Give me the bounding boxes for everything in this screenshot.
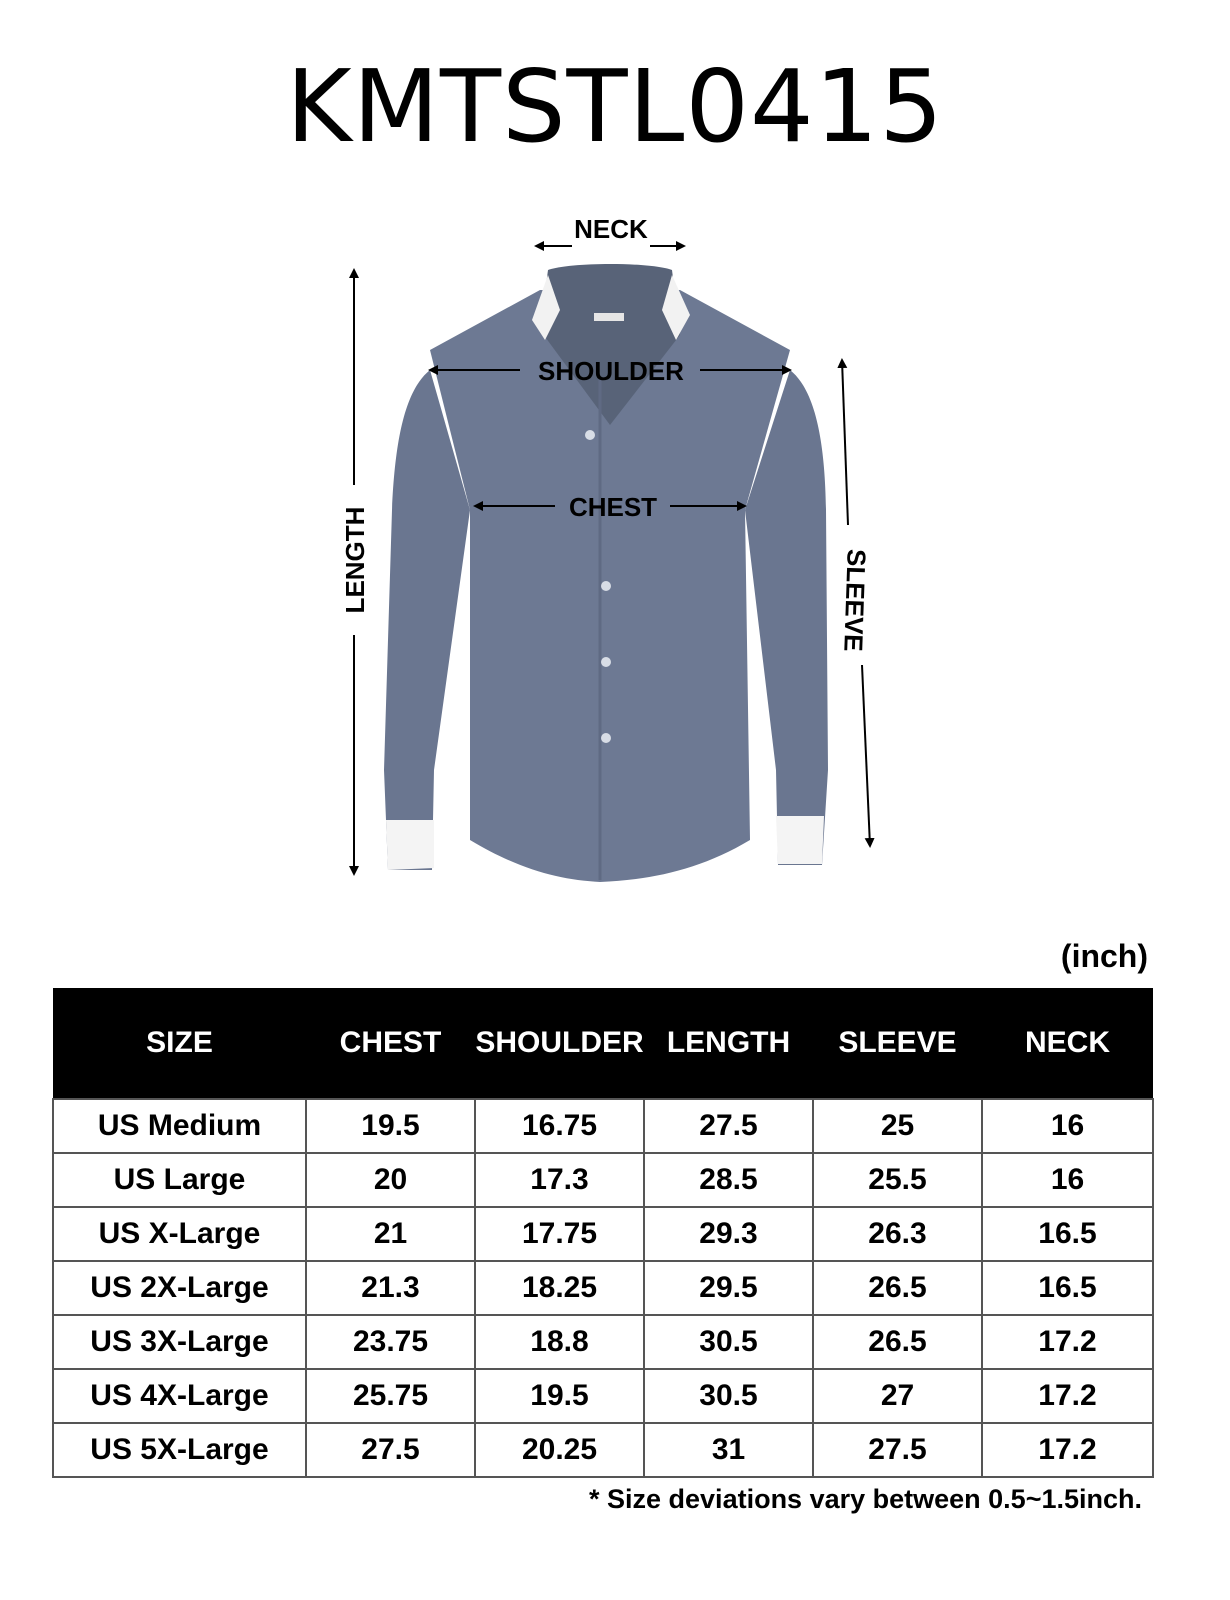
size-chart-table: SIZE CHEST SHOULDER LENGTH SLEEVE NECK U… xyxy=(52,988,1154,1478)
cell-chest: 21.3 xyxy=(305,1260,476,1316)
shoulder-label: SHOULDER xyxy=(538,356,684,386)
table-row: US 3X-Large 23.75 18.8 30.5 26.5 17.2 xyxy=(52,1314,1154,1370)
cell-size: US 3X-Large xyxy=(52,1314,307,1370)
cell-length: 29.5 xyxy=(643,1260,814,1316)
cell-sleeve: 25 xyxy=(812,1098,983,1154)
cell-size: US 4X-Large xyxy=(52,1368,307,1424)
cell-shoulder: 16.75 xyxy=(474,1098,645,1154)
cell-shoulder: 17.75 xyxy=(474,1206,645,1262)
cell-size: US Medium xyxy=(52,1098,307,1154)
cell-sleeve: 26.5 xyxy=(812,1314,983,1370)
table-row: US Large 20 17.3 28.5 25.5 16 xyxy=(52,1152,1154,1208)
header-neck: NECK xyxy=(982,988,1153,1099)
cell-chest: 25.75 xyxy=(305,1368,476,1424)
cell-length: 30.5 xyxy=(643,1368,814,1424)
shirt-measurement-diagram: NECK SHOULDER CHEST LENGTH SLEEVE xyxy=(340,214,875,882)
header-chest: CHEST xyxy=(306,988,475,1099)
cell-shoulder: 18.25 xyxy=(474,1260,645,1316)
cell-chest: 19.5 xyxy=(305,1098,476,1154)
chest-label: CHEST xyxy=(569,492,657,522)
cell-sleeve: 27 xyxy=(812,1368,983,1424)
cell-length: 28.5 xyxy=(643,1152,814,1208)
length-label: LENGTH xyxy=(340,507,370,614)
header-shoulder: SHOULDER xyxy=(475,988,644,1099)
cell-size: US X-Large xyxy=(52,1206,307,1262)
cell-chest: 23.75 xyxy=(305,1314,476,1370)
table-header-row: SIZE CHEST SHOULDER LENGTH SLEEVE NECK xyxy=(53,988,1153,1099)
cell-length: 30.5 xyxy=(643,1314,814,1370)
cell-sleeve: 27.5 xyxy=(812,1422,983,1478)
cell-shoulder: 19.5 xyxy=(474,1368,645,1424)
shirt-image xyxy=(384,264,828,882)
table-row: US Medium 19.5 16.75 27.5 25 16 xyxy=(52,1098,1154,1154)
cell-length: 31 xyxy=(643,1422,814,1478)
table-row: US X-Large 21 17.75 29.3 26.3 16.5 xyxy=(52,1206,1154,1262)
cell-chest: 20 xyxy=(305,1152,476,1208)
cell-shoulder: 17.3 xyxy=(474,1152,645,1208)
cell-sleeve: 26.3 xyxy=(812,1206,983,1262)
cell-shoulder: 18.8 xyxy=(474,1314,645,1370)
neck-label: NECK xyxy=(574,214,648,244)
table-row: US 5X-Large 27.5 20.25 31 27.5 17.2 xyxy=(52,1422,1154,1478)
table-row: US 4X-Large 25.75 19.5 30.5 27 17.2 xyxy=(52,1368,1154,1424)
cell-size: US 2X-Large xyxy=(52,1260,307,1316)
cell-neck: 17.2 xyxy=(981,1422,1154,1478)
cell-sleeve: 25.5 xyxy=(812,1152,983,1208)
cell-neck: 16.5 xyxy=(981,1206,1154,1262)
cell-neck: 16 xyxy=(981,1152,1154,1208)
unit-label: (inch) xyxy=(1060,938,1148,974)
header-length: LENGTH xyxy=(644,988,813,1099)
cell-size: US Large xyxy=(52,1152,307,1208)
cell-neck: 16.5 xyxy=(981,1260,1154,1316)
sleeve-label: SLEEVE xyxy=(838,549,872,653)
cell-neck: 17.2 xyxy=(981,1368,1154,1424)
header-sleeve: SLEEVE xyxy=(813,988,982,1099)
cell-chest: 21 xyxy=(305,1206,476,1262)
cell-shoulder: 20.25 xyxy=(474,1422,645,1478)
cell-length: 27.5 xyxy=(643,1098,814,1154)
size-deviation-note: * Size deviations vary between 0.5~1.5in… xyxy=(589,1484,1142,1514)
cell-length: 29.3 xyxy=(643,1206,814,1262)
cell-neck: 16 xyxy=(981,1098,1154,1154)
sleeve-arrow-up xyxy=(837,358,849,526)
product-code-title: KMTSTL0415 xyxy=(286,48,944,165)
table-row: US 2X-Large 21.3 18.25 29.5 26.5 16.5 xyxy=(52,1260,1154,1316)
cell-neck: 17.2 xyxy=(981,1314,1154,1370)
cell-size: US 5X-Large xyxy=(52,1422,307,1478)
sleeve-arrow-down xyxy=(861,664,875,848)
cell-sleeve: 26.5 xyxy=(812,1260,983,1316)
header-size: SIZE xyxy=(53,988,306,1099)
cell-chest: 27.5 xyxy=(305,1422,476,1478)
